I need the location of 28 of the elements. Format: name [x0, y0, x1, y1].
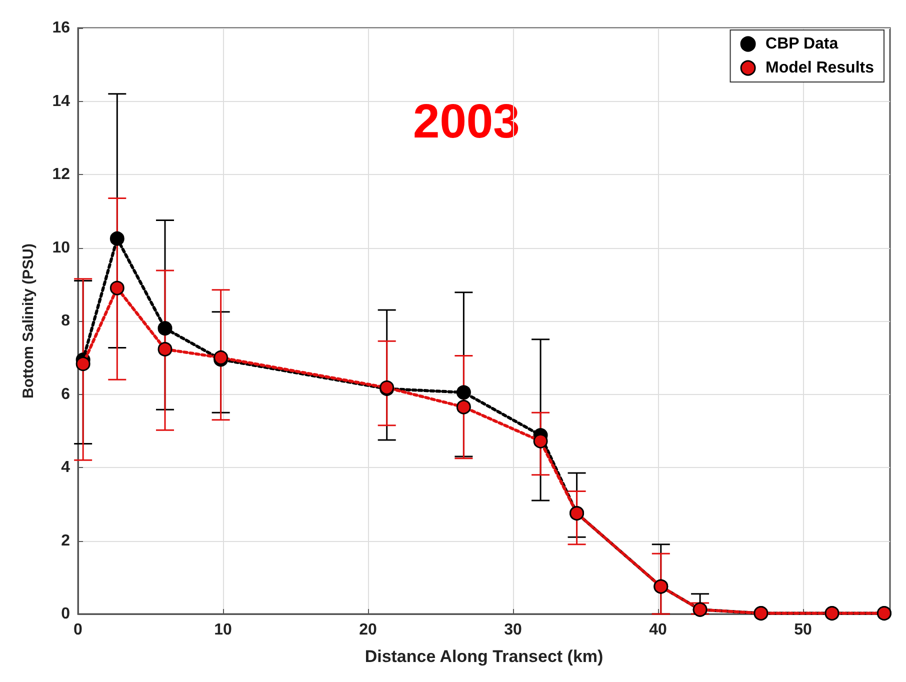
- y-tick-label: 12: [52, 166, 70, 183]
- x-tick-label: 40: [649, 622, 667, 638]
- x-tick-label: 0: [74, 622, 83, 638]
- legend-label: CBP Data: [766, 36, 838, 52]
- point: [110, 280, 124, 296]
- point: [76, 356, 90, 372]
- point: [533, 434, 548, 448]
- y-tick-label: 6: [61, 386, 70, 403]
- point: [456, 400, 471, 414]
- point: [456, 385, 471, 400]
- annotation: 2003: [413, 96, 520, 148]
- x-tick-label: 50: [794, 622, 812, 638]
- point: [158, 321, 172, 336]
- y-tick-label: 0: [61, 606, 70, 622]
- y-tick-label: 2: [61, 532, 70, 550]
- x-tick-label: 30: [504, 622, 522, 638]
- y-axis-title: Bottom Salinity (PSU): [20, 243, 37, 399]
- point: [158, 342, 172, 356]
- y-tick-label: 4: [61, 459, 70, 476]
- y-tick-label: 14: [52, 92, 70, 110]
- y-tick-label: 8: [61, 312, 70, 330]
- x-tick-label: 20: [359, 622, 377, 638]
- point: [110, 231, 124, 246]
- y-tick-label: 10: [52, 239, 70, 256]
- legend-label: Model Results: [766, 60, 874, 76]
- x-tick-label: 10: [214, 622, 232, 638]
- x-axis-title: Distance Along Transect (km): [364, 647, 604, 666]
- y-tick-label: 16: [52, 20, 70, 36]
